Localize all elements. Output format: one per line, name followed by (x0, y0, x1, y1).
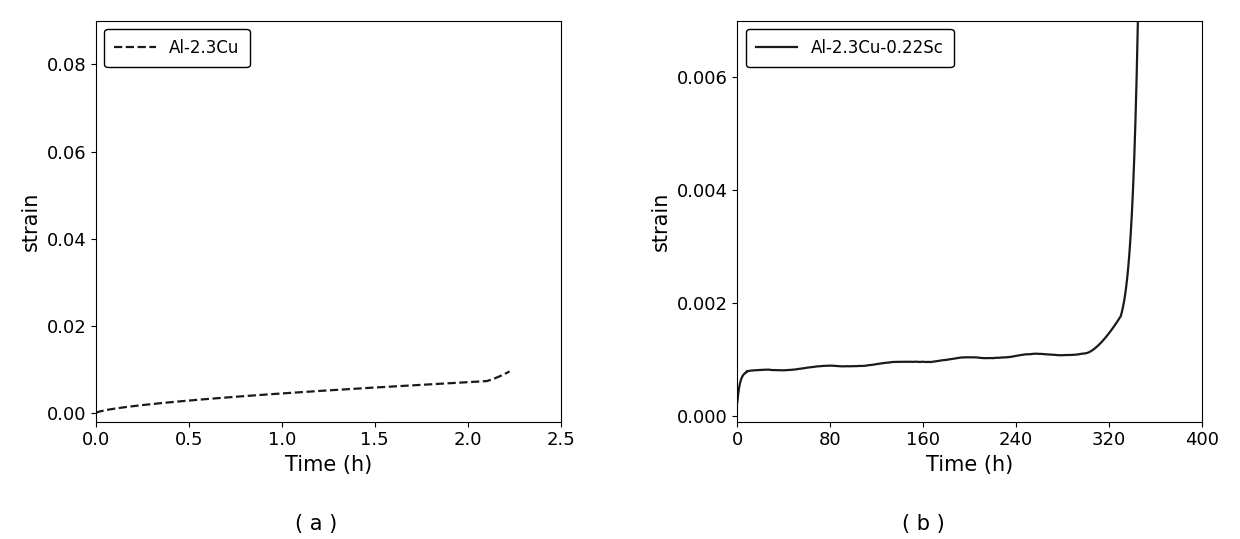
Al-2.3Cu (247, 392, 262, 399)
Text: ( a ): ( a ) (295, 514, 337, 534)
Legend: Al-2.3Cu: Al-2.3Cu (104, 29, 249, 67)
Al-2.3Cu-0.22Sc (1078, 350, 1092, 357)
Text: ( b ): ( b ) (903, 514, 945, 534)
Al-2.3Cu (291, 389, 306, 396)
Line: Al-2.3Cu-0.22Sc: Al-2.3Cu-0.22Sc (738, 0, 1151, 402)
Al-2.3Cu (502, 368, 517, 375)
Al-2.3Cu-0.22Sc (730, 399, 745, 405)
X-axis label: Time (h): Time (h) (926, 455, 1013, 475)
Al-2.3Cu (345, 386, 360, 392)
Al-2.3Cu (167, 398, 182, 405)
Al-2.3Cu-0.22Sc (735, 372, 750, 379)
Legend: Al-2.3Cu-0.22Sc: Al-2.3Cu-0.22Sc (745, 29, 954, 67)
Al-2.3Cu (88, 410, 103, 416)
Y-axis label: strain: strain (21, 191, 41, 251)
Al-2.3Cu (150, 400, 165, 406)
Al-2.3Cu-0.22Sc (734, 375, 749, 382)
Al-2.3Cu (335, 386, 350, 393)
Line: Al-2.3Cu: Al-2.3Cu (95, 371, 510, 413)
Y-axis label: strain: strain (651, 191, 671, 251)
Al-2.3Cu-0.22Sc (780, 367, 795, 374)
X-axis label: Time (h): Time (h) (285, 455, 372, 475)
Al-2.3Cu-0.22Sc (968, 354, 983, 361)
Al-2.3Cu-0.22Sc (913, 359, 928, 365)
